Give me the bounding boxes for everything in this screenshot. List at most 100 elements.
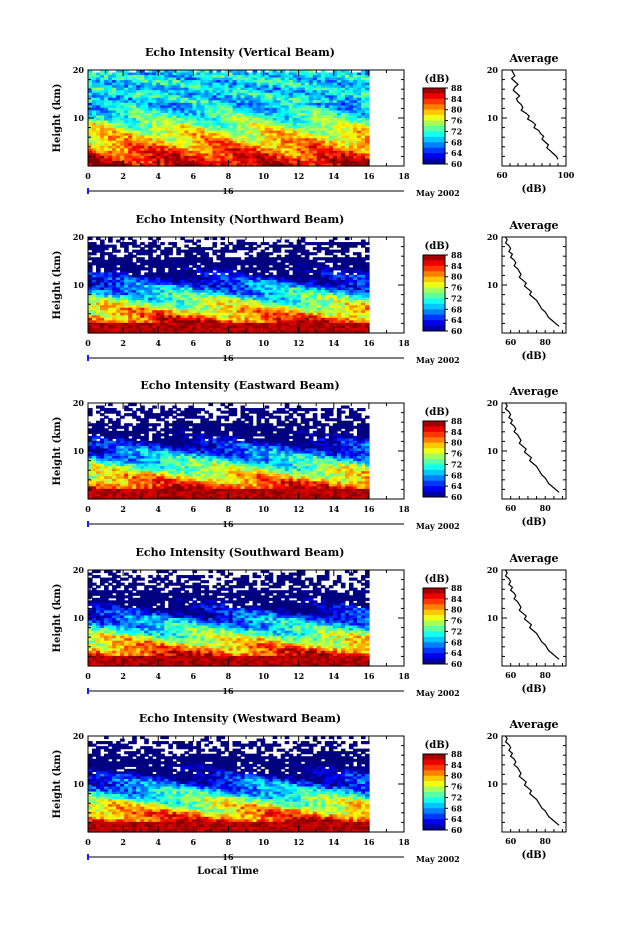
heatmap-cell bbox=[268, 140, 274, 144]
heatmap-cell bbox=[152, 77, 157, 81]
heatmap-cell bbox=[348, 100, 354, 104]
heatmap-cell bbox=[348, 300, 354, 304]
heatmap-cell bbox=[156, 135, 161, 139]
heatmap-cell bbox=[304, 153, 310, 157]
heatmap-cell bbox=[288, 92, 294, 96]
heatmap-cell bbox=[204, 274, 210, 279]
heatmap-cell bbox=[232, 120, 238, 124]
heatmap-cell bbox=[148, 155, 153, 160]
heatmap-cell bbox=[116, 279, 121, 284]
heatmap-cell bbox=[260, 279, 266, 284]
heatmap-cell bbox=[296, 262, 302, 266]
heatmap-cell bbox=[100, 290, 105, 294]
heatmap-cell bbox=[320, 163, 326, 167]
heatmap-cell bbox=[92, 295, 97, 299]
heatmap-cell bbox=[240, 102, 246, 106]
heatmap-cell bbox=[308, 130, 314, 134]
heatmap-cell bbox=[360, 107, 366, 112]
heatmap-cell bbox=[152, 100, 157, 104]
heatmap-cell bbox=[180, 310, 185, 314]
heatmap-cell bbox=[280, 102, 286, 106]
heatmap-cell bbox=[364, 272, 370, 276]
heatmap-cell bbox=[308, 115, 314, 119]
heatmap-cell bbox=[348, 160, 354, 165]
heatmap-cell bbox=[108, 320, 113, 324]
heatmap-cell bbox=[148, 120, 153, 124]
heatmap-cell bbox=[340, 325, 346, 329]
heatmap-cell bbox=[112, 282, 117, 286]
heatmap-cell bbox=[172, 264, 177, 268]
heatmap-cell bbox=[164, 150, 169, 154]
heatmap-cell bbox=[132, 112, 137, 117]
heatmap-cell bbox=[260, 305, 266, 309]
heatmap-cell bbox=[276, 133, 282, 137]
heatmap-cell bbox=[168, 123, 173, 127]
heatmap-cell bbox=[100, 75, 105, 79]
heatmap-cell bbox=[364, 70, 370, 74]
heatmap-cell bbox=[344, 257, 350, 261]
heatmap-cell bbox=[228, 300, 234, 304]
heatmap-cell bbox=[364, 292, 370, 296]
heatmap-cell bbox=[92, 252, 97, 256]
heatmap-cell bbox=[224, 279, 230, 284]
heatmap-cell bbox=[228, 277, 234, 281]
heatmap-cell bbox=[212, 153, 218, 157]
heatmap-cell bbox=[180, 320, 185, 324]
heatmap-cell bbox=[340, 244, 346, 248]
heatmap-cell bbox=[216, 145, 222, 149]
heatmap-cell bbox=[100, 140, 105, 144]
heatmap-cell bbox=[92, 97, 97, 101]
heatmap-cell bbox=[152, 145, 157, 149]
heatmap-cell bbox=[204, 327, 210, 332]
heatmap-cell bbox=[200, 75, 206, 79]
heatmap-cell bbox=[252, 269, 258, 273]
heatmap-cell bbox=[292, 160, 298, 165]
heatmap-cell bbox=[220, 287, 226, 291]
heatmap-cell bbox=[144, 295, 149, 299]
heatmap-cell bbox=[364, 160, 370, 165]
heatmap-cell bbox=[244, 163, 250, 167]
heatmap-cell bbox=[352, 267, 358, 271]
heatmap-cell bbox=[124, 148, 129, 152]
heatmap-cell bbox=[340, 87, 346, 91]
heatmap-cell bbox=[160, 140, 165, 144]
heatmap-cell bbox=[320, 150, 326, 154]
heatmap-cell bbox=[364, 112, 370, 117]
heatmap-cell bbox=[284, 320, 290, 324]
heatmap-cell bbox=[172, 143, 177, 147]
heatmap-cell bbox=[128, 87, 133, 91]
heatmap-cell bbox=[92, 90, 97, 94]
heatmap-cell bbox=[300, 300, 306, 304]
heatmap-cell bbox=[152, 259, 157, 263]
profile-x-tick-label: 60 bbox=[496, 170, 508, 180]
heatmap-cell bbox=[240, 158, 246, 162]
heatmap-cell bbox=[364, 148, 370, 152]
heatmap-cell bbox=[292, 282, 298, 286]
heatmap-cell bbox=[216, 112, 222, 117]
heatmap-cell bbox=[92, 244, 97, 248]
heatmap-cell bbox=[180, 138, 185, 142]
heatmap-cell bbox=[196, 287, 201, 291]
heatmap-cell bbox=[272, 317, 278, 321]
heatmap-cell bbox=[124, 123, 129, 127]
heatmap-cell bbox=[120, 150, 125, 154]
heatmap-cell bbox=[108, 292, 113, 296]
heatmap-cell bbox=[336, 290, 342, 294]
heatmap-cell bbox=[140, 100, 145, 104]
heatmap-cell bbox=[112, 118, 117, 122]
heatmap-cell bbox=[312, 264, 318, 268]
heatmap-cell bbox=[180, 110, 185, 114]
heatmap-cell bbox=[336, 105, 342, 109]
heatmap-cell bbox=[108, 75, 113, 79]
heatmap-cell bbox=[144, 272, 149, 276]
heatmap-cell bbox=[208, 120, 214, 124]
heatmap-cell bbox=[100, 77, 105, 81]
heatmap-cell bbox=[276, 290, 282, 294]
heatmap-cell bbox=[224, 158, 230, 162]
heatmap-cell bbox=[248, 269, 254, 273]
heatmap-cell bbox=[328, 292, 334, 296]
heatmap-cell bbox=[140, 102, 145, 106]
heatmap-cell bbox=[336, 97, 342, 101]
heatmap-cell bbox=[284, 125, 290, 129]
heatmap-cell bbox=[184, 120, 189, 124]
